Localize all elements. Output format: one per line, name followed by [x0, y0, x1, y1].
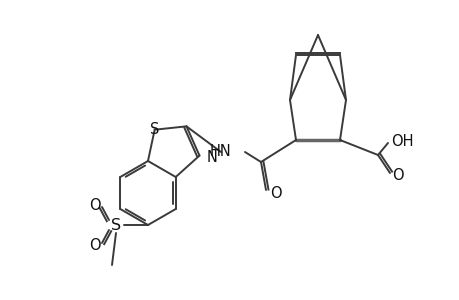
- Text: O: O: [89, 197, 101, 212]
- Text: OH: OH: [390, 134, 412, 148]
- Text: HN: HN: [209, 143, 230, 158]
- Text: N: N: [206, 150, 217, 165]
- Text: O: O: [392, 169, 403, 184]
- Text: O: O: [89, 238, 101, 253]
- Text: S: S: [150, 122, 159, 137]
- Text: S: S: [111, 218, 121, 232]
- Text: O: O: [269, 185, 281, 200]
